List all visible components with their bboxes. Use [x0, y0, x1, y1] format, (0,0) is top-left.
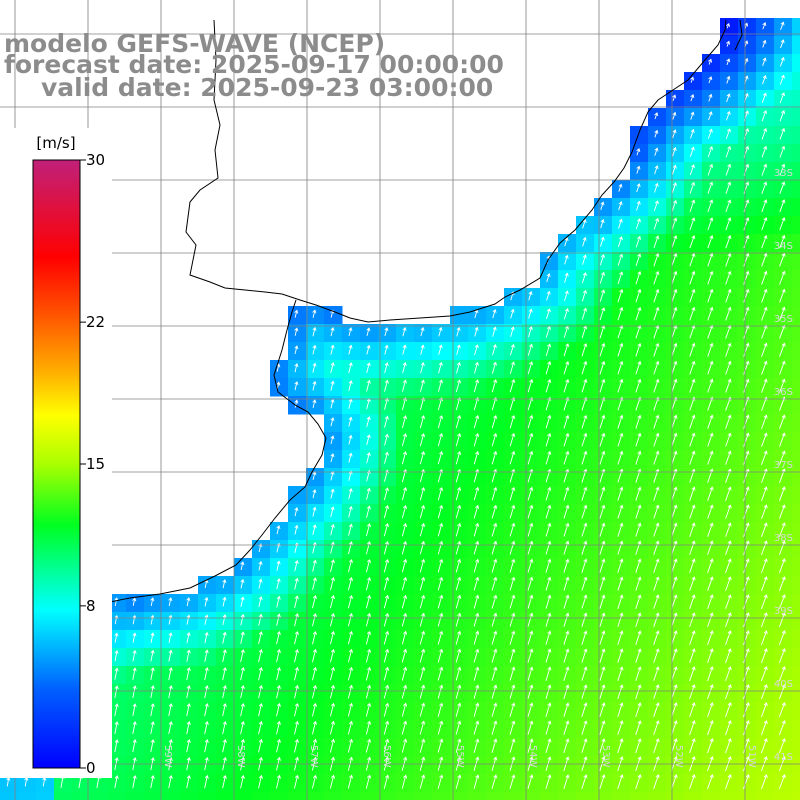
colorbar-tick-label: 30: [86, 151, 105, 169]
lat-label: 35S: [774, 314, 793, 325]
colorbar-tick-label: 22: [86, 313, 105, 331]
colorbar-tick-label: 0: [86, 759, 96, 777]
lat-label: 34S: [774, 241, 793, 252]
lon-label: 52W: [673, 745, 684, 768]
lat-label: 33S: [774, 168, 793, 179]
colorbar-tick-label: 15: [86, 455, 105, 473]
title-model: modelo GEFS-WAVE (NCEP): [4, 29, 386, 58]
colorbar-gradient: [32, 159, 81, 769]
wind-speed-field: [0, 18, 800, 800]
colorbar-ticks: 30 22 15 8 0: [80, 151, 105, 777]
lon-label: 53W: [600, 745, 611, 768]
title-forecast-date: forecast date: 2025-09-17 00:00:00: [4, 50, 504, 79]
lat-label: 39S: [774, 606, 793, 617]
lon-label: 59W: [162, 745, 173, 768]
lon-label: 58W: [235, 745, 246, 768]
lat-label: 40S: [774, 679, 793, 690]
colorbar-tick-label: 8: [86, 597, 96, 615]
lat-label: 41S: [774, 752, 793, 763]
lat-label: 38S: [774, 533, 793, 544]
lon-label: 57W: [308, 745, 319, 768]
lon-label: 51W: [746, 745, 757, 768]
lat-label: 37S: [774, 460, 793, 471]
lon-label: 56W: [381, 745, 392, 768]
coastline: [0, 19, 743, 626]
colorbar: [m/s] 30 22 15 8 0: [0, 128, 112, 778]
lat-label: 36S: [774, 387, 793, 398]
latitude-labels: 33S 34S 35S 36S 37S 38S 39S 40S 41S: [774, 168, 793, 763]
colorbar-unit: [m/s]: [36, 134, 75, 152]
lon-label: 55W: [454, 745, 465, 768]
title-valid-date: valid date: 2025-09-23 03:00:00: [41, 73, 494, 102]
lon-label: 54W: [527, 745, 538, 768]
